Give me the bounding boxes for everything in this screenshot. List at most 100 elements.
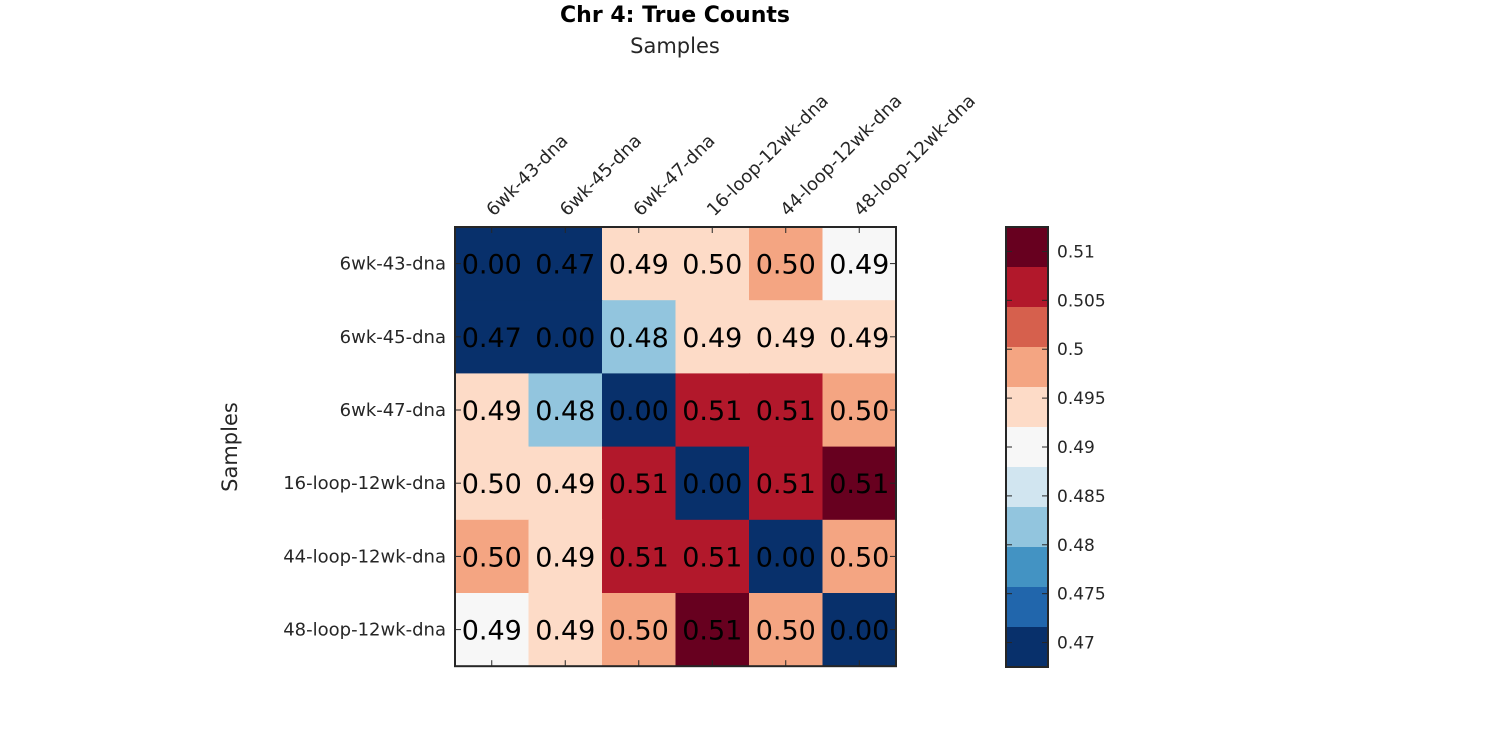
heatmap-cell: [675, 446, 750, 521]
heatmap-cell: [675, 519, 750, 594]
heatmap-cell: [602, 300, 677, 374]
cell-value-label: 0.51: [682, 616, 742, 647]
y-tick-labels: 6wk-43-dna 6wk-45-dna 6wk-47-dna 16-loop-12…: [283, 254, 446, 641]
cell-value-label: 0.47: [535, 250, 595, 281]
cell-value-label: 0.49: [462, 616, 522, 647]
heatmap-cell: [528, 300, 603, 374]
cell-value-label: 0.48: [609, 323, 669, 354]
heatmap-cell: [528, 227, 603, 301]
heatmap-cell: [822, 300, 897, 374]
heatmap-cell: [675, 300, 750, 374]
colorbar-tick-label: 0.51: [1057, 242, 1095, 262]
colorbar-segment: [1006, 627, 1048, 668]
cell-value-label: 0.50: [609, 616, 669, 647]
cell-value-label: 0.50: [462, 469, 522, 500]
cell-value-label: 0.49: [756, 323, 816, 354]
heatmap-cell: [749, 593, 824, 667]
colorbar-tick-label: 0.48: [1057, 536, 1095, 556]
heatmap-cell: [528, 373, 603, 448]
colorbar-tick-label: 0.495: [1057, 389, 1106, 409]
colorbar-segment: [1006, 547, 1048, 588]
heatmap-cell: [822, 519, 897, 594]
y-tick-label: 44-loop-12wk-dna: [283, 546, 446, 567]
heatmap-cell: [455, 519, 530, 594]
heatmap-cell: [602, 446, 677, 521]
heatmap-cell: [528, 519, 603, 594]
cell-value-label: 0.51: [756, 469, 816, 500]
x-tick-label: 16-loop-12wk-dna: [703, 91, 833, 221]
colorbar-tick-label: 0.505: [1057, 291, 1106, 311]
heatmap-cell: [749, 519, 824, 594]
cell-value-label: 0.49: [535, 542, 595, 573]
cell-value-label: 0.50: [829, 396, 889, 427]
y-tick-label: 48-loop-12wk-dna: [283, 620, 446, 641]
heatmap-cell: [822, 446, 897, 521]
y-tick-label: 6wk-43-dna: [340, 254, 446, 275]
cell-value-label: 0.51: [682, 542, 742, 573]
cell-value-label: 0.00: [535, 323, 595, 354]
cell-value-label: 0.51: [682, 396, 742, 427]
cell-value-label: 0.48: [535, 396, 595, 427]
y-axis-label: Samples: [218, 402, 242, 492]
cell-value-label: 0.49: [609, 250, 669, 281]
heatmap-cell: [749, 227, 824, 301]
heatmap-cell: [675, 227, 750, 301]
cell-value-label: 0.00: [462, 250, 522, 281]
heatmap-cell: [749, 373, 824, 448]
heatmap-cell: [455, 300, 530, 374]
heatmap-cell: [822, 593, 897, 667]
x-tick-label: 48-loop-12wk-dna: [850, 91, 980, 221]
heatmap-cell: [602, 593, 677, 667]
cell-value-label: 0.00: [829, 616, 889, 647]
colorbar-tick-label: 0.485: [1057, 487, 1106, 507]
heatmap-cell: [749, 446, 824, 521]
cell-value-label: 0.00: [609, 396, 669, 427]
y-tick-label: 16-loop-12wk-dna: [283, 473, 446, 494]
cell-value-label: 0.49: [682, 323, 742, 354]
cell-value-label: 0.00: [756, 542, 816, 573]
plot-frame: [454, 226, 897, 668]
chart-title: Chr 4: True Counts: [560, 3, 790, 28]
heatmap-cell: [675, 373, 750, 448]
colorbar-segment: [1006, 267, 1048, 308]
y-tick-label: 6wk-47-dna: [340, 400, 446, 421]
heatmap-cell: [455, 373, 530, 448]
cell-value-label: 0.50: [829, 542, 889, 573]
colorbar-segment: [1006, 427, 1048, 468]
heatmap-cell: [528, 446, 603, 521]
cell-value-label: 0.51: [609, 469, 669, 500]
cell-value-label: 0.51: [756, 396, 816, 427]
colorbar: 0.51 0.505 0.5 0.495 0.49 0.485 0.48 0.475 0.47: [1005, 226, 1106, 668]
cell-value-label: 0.51: [609, 542, 669, 573]
cell-value-label: 0.51: [829, 469, 889, 500]
heatmap-cell: [455, 593, 530, 667]
heatmap-cell: [602, 227, 677, 301]
x-axis-label: Samples: [630, 34, 720, 58]
colorbar-tick-label: 0.475: [1057, 585, 1106, 605]
colorbar-segment: [1006, 467, 1048, 508]
heatmap-cell: [455, 227, 530, 301]
colorbar-tick-label: 0.5: [1057, 340, 1084, 360]
colorbar-segment: [1006, 227, 1048, 268]
x-tick-label: 44-loop-12wk-dna: [776, 91, 906, 221]
cell-value-label: 0.00: [682, 469, 742, 500]
cell-value-label: 0.49: [829, 250, 889, 281]
colorbar-segment: [1006, 587, 1048, 628]
colorbar-segment: [1006, 507, 1048, 548]
heatmap-cell: [822, 373, 897, 448]
colorbar-segment: [1006, 387, 1048, 428]
cell-value-label: 0.49: [462, 396, 522, 427]
colorbar-segment: [1006, 307, 1048, 348]
cell-value-label: 0.50: [756, 250, 816, 281]
colorbar-tick-label: 0.47: [1057, 634, 1095, 654]
heatmap-cell: [822, 227, 897, 301]
cell-value-label: 0.47: [462, 323, 522, 354]
cell-value-label: 0.50: [682, 250, 742, 281]
cell-value-label: 0.50: [756, 616, 816, 647]
heatmap-cell: [675, 593, 750, 667]
heatmap-cells: 0.00 0.47 0.49 0.50 0.50 0.49 0.47 0.00 0.48 0.49…: [454, 226, 897, 668]
cell-value-label: 0.49: [535, 616, 595, 647]
heatmap-cell: [749, 300, 824, 374]
heatmap-cell: [455, 446, 530, 521]
